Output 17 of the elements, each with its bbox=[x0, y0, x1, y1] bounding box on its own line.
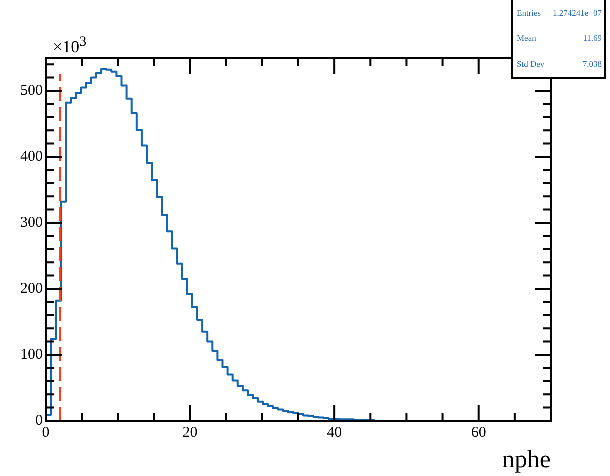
y-tick-label: 100 bbox=[20, 346, 43, 363]
x-tick-label: 60 bbox=[471, 424, 486, 441]
y-tick-label: 0 bbox=[36, 412, 43, 429]
annotation: Std Dev bbox=[517, 59, 545, 70]
text: Mean bbox=[517, 33, 536, 44]
text: 1.274241e+07 bbox=[553, 8, 602, 18]
y-tick-label: 300 bbox=[20, 214, 43, 231]
x-tick-label: 40 bbox=[327, 424, 342, 441]
y-tick-label: 400 bbox=[20, 148, 43, 165]
y-tick-label: 500 bbox=[20, 82, 43, 99]
y-tick-label: 200 bbox=[20, 280, 43, 297]
text: 11.69 bbox=[583, 33, 602, 44]
x-tick-label: 20 bbox=[182, 424, 198, 441]
text: 7.038 bbox=[582, 59, 602, 70]
text: ×10$^{3}$ bbox=[53, 34, 87, 58]
x-axis-title: nphe bbox=[502, 446, 551, 474]
text: Entries bbox=[517, 8, 542, 18]
